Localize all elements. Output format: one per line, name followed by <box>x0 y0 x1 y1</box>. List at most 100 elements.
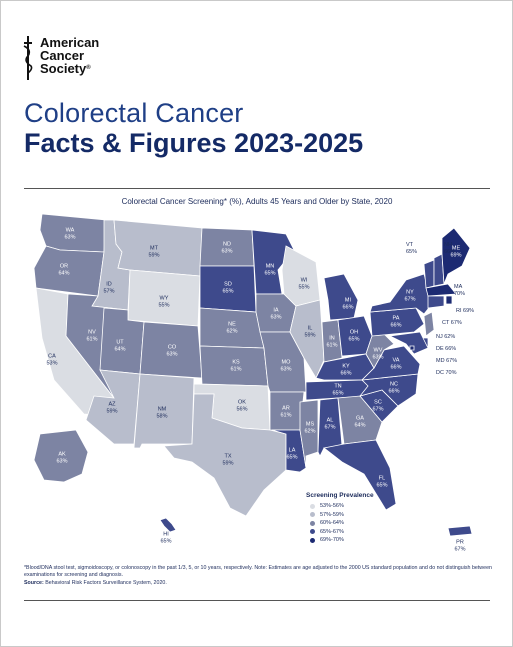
state-label-al: AL 67% <box>324 417 336 431</box>
state-label-hi: HI 65% <box>160 531 172 545</box>
legend: Screening Prevalence 53%-56% 57%-59% 60%-6… <box>306 492 416 546</box>
state-label-ny: NY 67% <box>404 289 416 303</box>
state-tx <box>163 393 287 517</box>
state-ms <box>299 399 319 469</box>
state-label-nh: NH 66% <box>444 242 456 255</box>
state-label-nv: NV 61% <box>86 329 98 343</box>
state-label-tn: TN 65% <box>332 383 344 397</box>
state-me <box>441 227 471 285</box>
legend-item: 60%-64% <box>306 520 416 526</box>
state-label-nc: NC 66% <box>388 381 400 395</box>
state-label-sc: SC 67% <box>372 399 384 413</box>
state-label-ga: GA 64% <box>354 415 366 429</box>
state-vt <box>423 259 435 289</box>
us-choropleth-map: WA 63% OR 64% CA 53% ID 57% NV 61% MT 59% WY 55% UT 64%… <box>24 208 490 552</box>
state-label-va: VA 66% <box>390 357 402 371</box>
state-label-in: IN 61% <box>326 335 338 349</box>
footnote: *Blood/DNA stool test, sigmoidoscopy, or… <box>24 565 494 587</box>
legend-label: 60%-64% <box>320 520 344 526</box>
logo-line-1: American <box>40 35 100 50</box>
state-ny <box>369 273 433 315</box>
state-label-co: CO 63% <box>166 344 178 358</box>
state-label-wa: WA 63% <box>64 227 76 241</box>
state-dc <box>409 345 415 351</box>
state-label-ca: CA 53% <box>46 353 58 367</box>
legend-item: 53%-56% <box>306 503 416 509</box>
state-label-me: ME 69% <box>450 245 462 259</box>
state-label-pr: PR 67% <box>454 539 466 553</box>
state-label-ia: IA 63% <box>270 307 282 321</box>
state-ak <box>33 429 89 483</box>
legend-swatch <box>310 503 315 509</box>
state-label-la: LA 65% <box>286 447 298 461</box>
page-title-line-1: Colorectal Cancer <box>24 98 244 128</box>
top-divider <box>24 188 490 189</box>
state-label-wi: WI 55% <box>298 277 310 291</box>
state-md <box>388 331 429 355</box>
state-label-mi: MI 66% <box>342 297 354 311</box>
legend-item: 65%-67% <box>306 529 416 535</box>
state-ma <box>425 283 457 297</box>
state-label-or: OR 64% <box>58 263 70 277</box>
state-label-wv: WV 63% <box>372 347 384 361</box>
state-label-ut: UT 64% <box>114 339 126 353</box>
state-label-ma: MA 70% <box>454 284 466 297</box>
state-label-ky: KY 66% <box>340 363 352 377</box>
state-label-mn: MN 65% <box>264 263 276 277</box>
state-pr <box>447 525 473 537</box>
state-ri <box>445 295 453 305</box>
legend-label: 65%-67% <box>320 528 344 535</box>
bottom-divider <box>24 600 490 601</box>
acs-logo: American Cancer Society® <box>22 36 99 80</box>
state-ga <box>337 395 383 445</box>
legend-label: 69%-70% <box>320 537 344 543</box>
state-label-de: DE 66% <box>436 346 457 352</box>
legend-label: 57%-59% <box>320 511 344 518</box>
state-label-nj: NJ 62% <box>436 334 456 340</box>
state-nj <box>423 311 435 337</box>
state-hi <box>159 517 177 533</box>
legend-label: 53%-56% <box>320 503 344 509</box>
legend-title: Screening Prevalence <box>306 492 374 499</box>
state-label-ct: CT 67% <box>442 320 462 326</box>
state-in <box>321 319 343 363</box>
legend-item: 69%-70% <box>306 537 416 543</box>
state-label-ks: KS 61% <box>230 359 242 373</box>
logo-wordmark: American Cancer Society® <box>40 36 99 75</box>
map-svg <box>33 213 473 537</box>
legend-swatch <box>310 529 315 534</box>
page-title-line-2: Facts & Figures 2023-2025 <box>24 128 364 158</box>
state-label-fl: FL 65% <box>376 475 388 489</box>
legend-swatch <box>310 537 315 543</box>
state-label-wy: WY 55% <box>158 295 170 309</box>
state-label-ok: OK 56% <box>236 399 248 413</box>
state-label-ne: NE 62% <box>226 321 238 335</box>
state-label-nd: ND 63% <box>221 241 233 255</box>
state-ct <box>427 295 445 309</box>
sword-icon <box>23 36 33 80</box>
state-label-pa: PA 66% <box>390 315 402 329</box>
legend-items: 53%-56% 57%-59% 60%-64% 65%-67% 69%-70% <box>306 503 416 543</box>
state-nc <box>358 373 419 407</box>
state-label-ri: RI 69% <box>456 308 475 314</box>
state-label-mo: MO 63% <box>280 359 292 373</box>
legend-swatch <box>310 520 315 526</box>
logo-line-3: Society® <box>40 61 91 76</box>
state-label-id: ID 57% <box>103 281 115 295</box>
state-label-tx: TX 59% <box>222 453 234 467</box>
state-label-dc: DC 70% <box>436 370 457 376</box>
state-label-il: IL 59% <box>304 325 316 339</box>
state-label-oh: OH 65% <box>348 329 360 343</box>
state-label-ak: AK 63% <box>56 451 68 465</box>
state-label-ar: AR 61% <box>280 405 292 419</box>
state-label-mt: MT 59% <box>148 245 160 259</box>
logo-line-2: Cancer <box>40 48 85 63</box>
state-label-nm: NM 58% <box>156 406 168 420</box>
footnote-source: Source: Behavioral Risk Factors Surveill… <box>24 580 167 586</box>
state-label-ms: MS 62% <box>304 421 316 435</box>
state-wi <box>281 245 321 307</box>
state-label-md: MD 67% <box>436 358 458 364</box>
state-label-sd: SD 65% <box>222 281 234 295</box>
state-nm <box>133 373 195 449</box>
map-title: Colorectal Cancer Screening* (%), Adults… <box>121 197 393 206</box>
